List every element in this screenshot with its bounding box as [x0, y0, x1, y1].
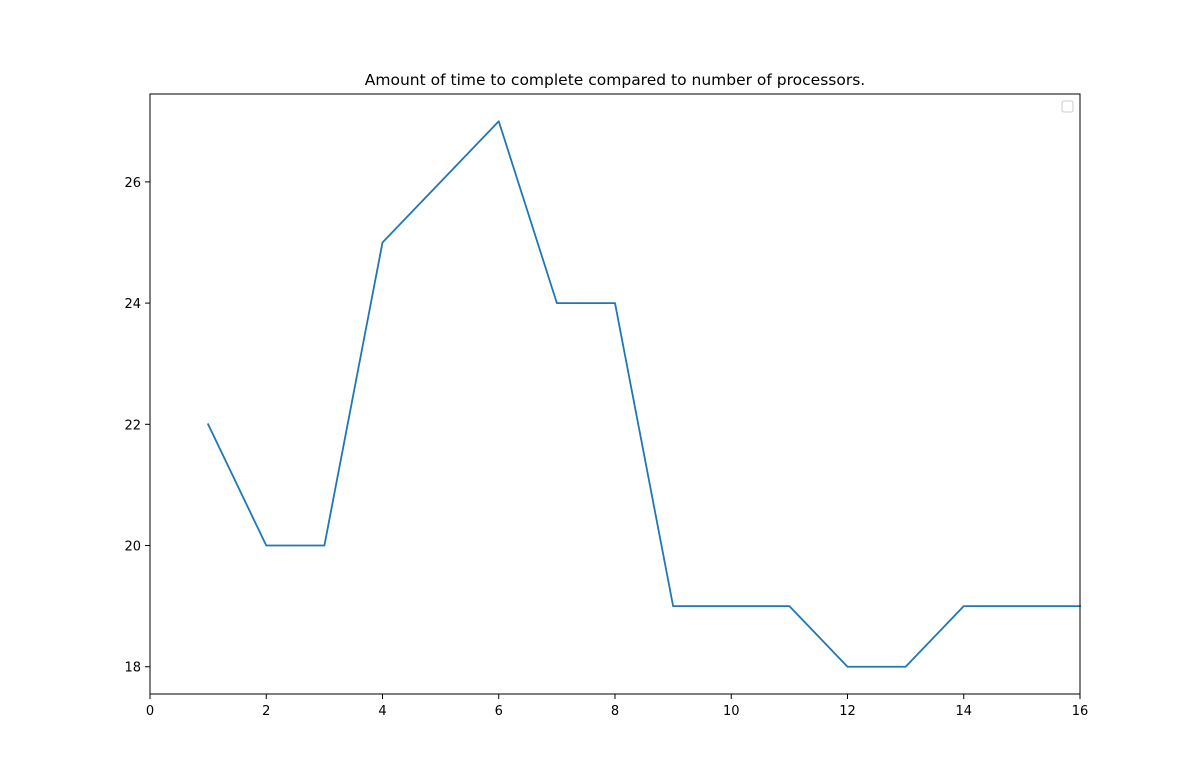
x-tick-label: 14 — [955, 704, 972, 719]
y-tick-label: 22 — [124, 418, 141, 433]
x-tick-label: 8 — [611, 704, 619, 719]
x-tick-label: 4 — [378, 704, 386, 719]
x-tick-label: 0 — [146, 704, 154, 719]
x-tick-label: 16 — [1072, 704, 1089, 719]
x-tick-label: 10 — [723, 704, 740, 719]
plot-area — [206, 120, 1081, 668]
x-tick-label: 6 — [495, 704, 503, 719]
chart-title: Amount of time to complete compared to n… — [365, 71, 865, 89]
series-line — [206, 120, 1081, 668]
x-tick-label: 2 — [262, 704, 270, 719]
y-tick-label: 24 — [124, 297, 141, 312]
x-axis: 0 2 4 6 8 10 12 14 16 — [146, 694, 1088, 719]
y-tick-label: 26 — [124, 176, 141, 191]
y-tick-label: 18 — [124, 661, 141, 676]
legend-box — [1061, 100, 1074, 113]
y-axis: 18 20 22 24 26 — [124, 176, 150, 676]
y-tick-label: 20 — [124, 540, 141, 555]
x-tick-label: 12 — [839, 704, 856, 719]
